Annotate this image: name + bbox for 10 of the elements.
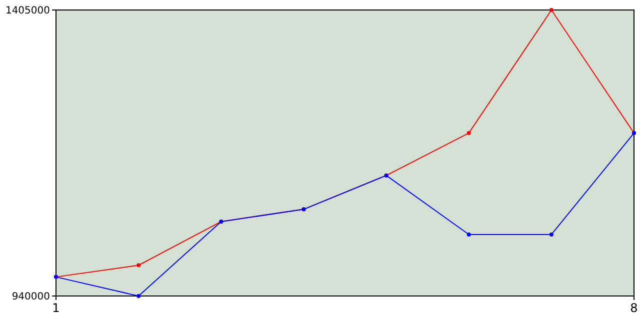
point (136, 263, 141, 268)
x-tick-label: 8 (630, 301, 638, 315)
point (549, 8, 554, 12)
point (466, 232, 471, 236)
point (466, 131, 471, 136)
point (549, 232, 554, 236)
y-tick-label: 940000 (12, 292, 50, 302)
point (136, 294, 141, 298)
y-tick-label: 1405000 (5, 6, 50, 16)
x-tick-label: 1 (52, 301, 60, 315)
